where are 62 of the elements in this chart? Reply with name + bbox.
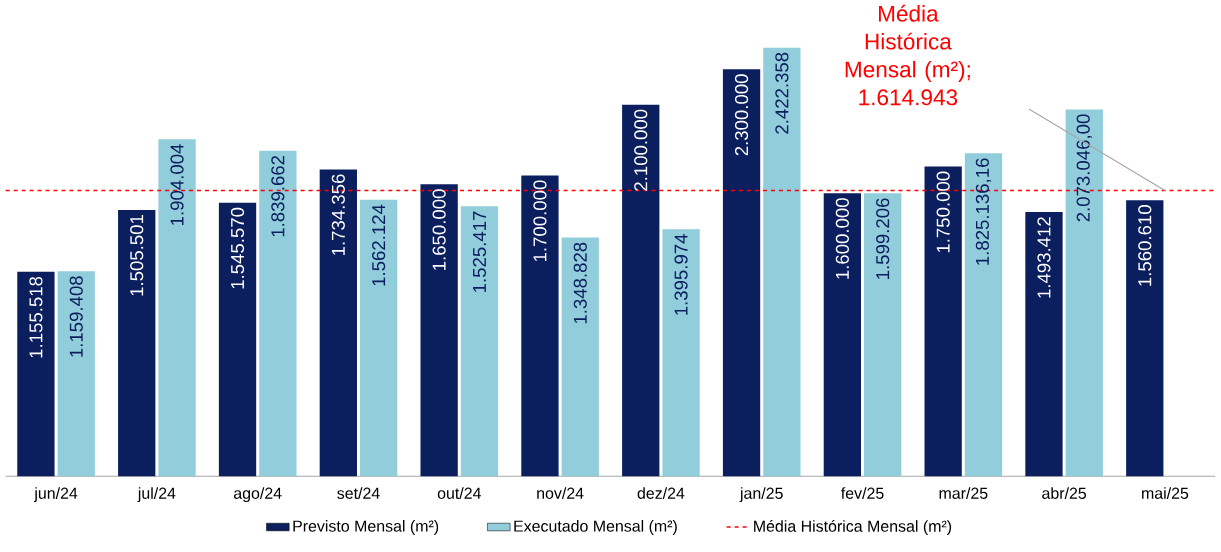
x-tick-label: jul/24 bbox=[137, 487, 176, 503]
bar bbox=[319, 169, 357, 477]
bar bbox=[218, 202, 257, 477]
bar bbox=[17, 271, 55, 477]
data-label: 1.904.004 bbox=[170, 144, 184, 225]
x-tick-label: jan/25 bbox=[739, 487, 783, 503]
bar bbox=[561, 237, 599, 477]
legend-label: Previsto Mensal (m²) bbox=[293, 520, 439, 535]
data-label: 1.839.662 bbox=[271, 155, 285, 237]
bar bbox=[924, 166, 962, 477]
bar bbox=[460, 206, 499, 477]
bar bbox=[763, 47, 801, 477]
x-tick-label: out/24 bbox=[437, 487, 481, 499]
bar bbox=[158, 139, 196, 477]
bar bbox=[259, 150, 297, 477]
bar bbox=[964, 153, 1003, 477]
annotation: Média Histórica Mensal (m²); 1.614.943 bbox=[845, 4, 970, 106]
data-label: 1.825.136,16 bbox=[975, 158, 992, 265]
x-tick-label: mar/25 bbox=[939, 487, 988, 499]
x-tick-label: dez/24 bbox=[637, 487, 685, 499]
data-label: 2.422.358 bbox=[775, 52, 789, 134]
bar bbox=[57, 271, 95, 477]
data-label: 2.100.000 bbox=[634, 109, 648, 191]
data-label: 1.159.408 bbox=[69, 276, 83, 357]
data-label: 1.493.412 bbox=[1037, 217, 1051, 298]
data-label: 1.545.570 bbox=[230, 207, 245, 289]
legend-label: Média Histórica Mensal (m²) bbox=[754, 520, 952, 536]
bar bbox=[622, 104, 660, 477]
x-tick-label: nov/24 bbox=[537, 487, 584, 499]
data-label: 1.395.974 bbox=[674, 234, 688, 315]
x-tick-label: set/24 bbox=[337, 487, 380, 499]
x-tick-label: fev/25 bbox=[841, 487, 884, 499]
data-label: 2.300.000 bbox=[734, 74, 749, 156]
data-label: 1.155.518 bbox=[29, 276, 43, 358]
data-label: 1.562.124 bbox=[372, 204, 386, 286]
bar bbox=[1126, 200, 1164, 477]
data-label: 1.650.000 bbox=[432, 189, 446, 270]
data-label: 1.348.828 bbox=[573, 242, 587, 324]
data-label: 1.560.610 bbox=[1138, 205, 1152, 286]
bar bbox=[823, 193, 862, 477]
bar bbox=[118, 209, 156, 477]
data-label: 1.505.501 bbox=[130, 215, 144, 296]
data-label: 1.750.000 bbox=[936, 171, 950, 253]
data-label: 1.734.356 bbox=[331, 174, 345, 256]
bar bbox=[420, 184, 458, 477]
data-label: 1.600.000 bbox=[835, 198, 849, 279]
bar bbox=[360, 199, 398, 477]
bar bbox=[722, 69, 761, 477]
x-tick-label: mai/25 bbox=[1142, 487, 1189, 499]
bar bbox=[1065, 109, 1103, 477]
data-label: 1.599.206 bbox=[876, 198, 890, 279]
data-label: 1.700.000 bbox=[533, 180, 547, 262]
bar bbox=[1025, 212, 1063, 477]
legend-label: Executado Mensal (m²) bbox=[514, 520, 677, 535]
bar bbox=[864, 193, 902, 477]
bar bbox=[662, 229, 700, 477]
x-tick-label: ago/24 bbox=[233, 487, 282, 503]
data-label: 1.525.417 bbox=[472, 211, 487, 292]
data-label: 2.073.046,00 bbox=[1076, 114, 1092, 222]
bar bbox=[521, 175, 559, 477]
x-tick-label: jun/24 bbox=[33, 487, 78, 503]
x-tick-label: abr/25 bbox=[1042, 487, 1087, 499]
